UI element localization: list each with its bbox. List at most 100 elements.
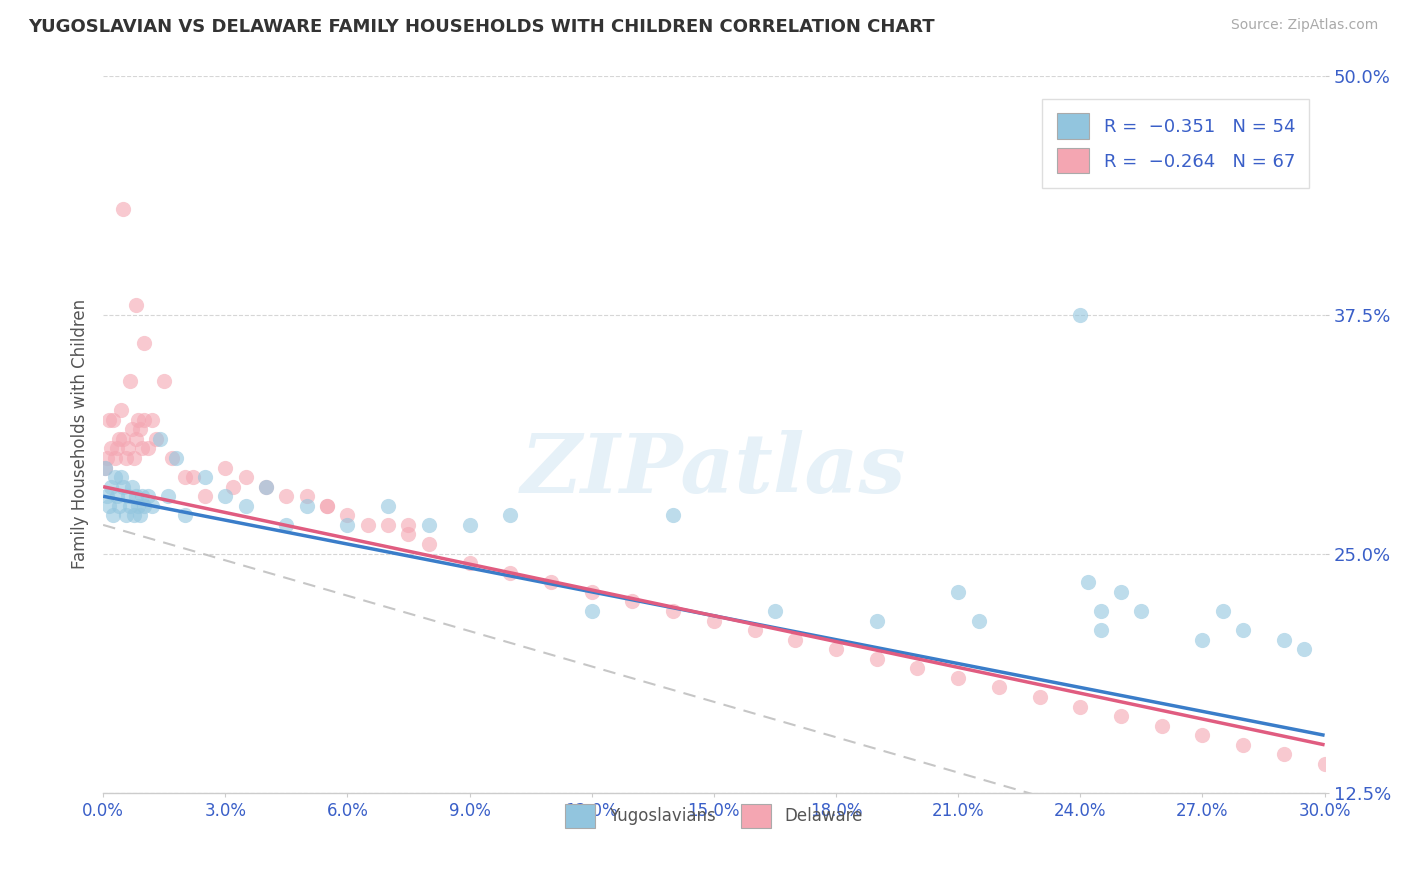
Point: [173, 470, 195, 484]
Point: [112, 480, 135, 494]
Point: [98, 499, 121, 513]
Point: [136, 489, 159, 503]
Point: [165, 450, 187, 465]
Point: [132, 336, 155, 351]
Point: [181, 470, 204, 484]
Point: [122, 450, 145, 465]
Point: [136, 442, 159, 456]
Point: [127, 499, 149, 513]
Point: [96, 489, 118, 503]
Point: [131, 489, 153, 503]
Point: [235, 499, 257, 513]
Point: [1294, 642, 1316, 657]
Point: [104, 470, 127, 484]
Point: [1077, 575, 1099, 590]
Point: [377, 517, 399, 532]
Point: [98, 413, 121, 427]
Point: [1069, 699, 1091, 714]
Point: [1272, 632, 1295, 647]
Y-axis label: Family Households with Children: Family Households with Children: [72, 299, 89, 569]
Point: [173, 508, 195, 523]
Point: [132, 413, 155, 427]
Point: [866, 614, 889, 628]
Point: [94, 460, 117, 475]
Point: [103, 413, 125, 427]
Point: [141, 499, 163, 513]
Point: [1212, 604, 1234, 618]
Point: [295, 489, 318, 503]
Point: [112, 432, 135, 446]
Point: [128, 508, 150, 523]
Point: [276, 489, 298, 503]
Point: [105, 489, 128, 503]
Point: [194, 470, 217, 484]
Point: [398, 517, 420, 532]
Point: [162, 450, 184, 465]
Point: [662, 604, 685, 618]
Point: [153, 375, 176, 389]
Point: [316, 499, 339, 513]
Point: [122, 508, 145, 523]
Point: [114, 450, 136, 465]
Text: ZIPatlas: ZIPatlas: [522, 430, 907, 510]
Point: [499, 508, 522, 523]
Point: [336, 517, 359, 532]
Point: [785, 632, 807, 647]
Point: [1130, 604, 1153, 618]
Point: [276, 517, 298, 532]
Point: [125, 489, 148, 503]
Point: [222, 480, 245, 494]
Point: [117, 489, 139, 503]
Point: [703, 614, 725, 628]
Point: [118, 375, 141, 389]
Point: [316, 499, 339, 513]
Point: [118, 499, 141, 513]
Point: [540, 575, 562, 590]
Point: [125, 432, 148, 446]
Point: [1109, 585, 1132, 599]
Point: [104, 450, 127, 465]
Point: [125, 298, 148, 312]
Point: [112, 202, 135, 217]
Point: [1150, 719, 1173, 733]
Point: [763, 604, 786, 618]
Point: [214, 460, 236, 475]
Point: [1191, 728, 1213, 742]
Point: [114, 508, 136, 523]
Point: [295, 499, 318, 513]
Point: [145, 432, 167, 446]
Point: [662, 508, 685, 523]
Point: [866, 652, 889, 666]
Point: [499, 566, 522, 580]
Point: [149, 432, 172, 446]
Point: [987, 681, 1010, 695]
Point: [117, 442, 139, 456]
Point: [121, 422, 143, 436]
Point: [1090, 623, 1112, 637]
Text: YUGOSLAVIAN VS DELAWARE FAMILY HOUSEHOLDS WITH CHILDREN CORRELATION CHART: YUGOSLAVIAN VS DELAWARE FAMILY HOUSEHOLD…: [28, 18, 935, 36]
Point: [110, 470, 132, 484]
Point: [1232, 623, 1254, 637]
Point: [581, 585, 603, 599]
Point: [214, 489, 236, 503]
Point: [377, 499, 399, 513]
Point: [1069, 308, 1091, 322]
Point: [108, 499, 131, 513]
Point: [458, 556, 481, 570]
Point: [1090, 604, 1112, 618]
Point: [254, 480, 277, 494]
Point: [744, 623, 766, 637]
Point: [132, 499, 155, 513]
Point: [94, 460, 117, 475]
Point: [825, 642, 848, 657]
Point: [254, 480, 277, 494]
Point: [108, 432, 131, 446]
Point: [100, 442, 122, 456]
Point: [121, 480, 143, 494]
Legend: Yugoslavians, Delaware: Yugoslavians, Delaware: [558, 797, 869, 835]
Point: [1272, 747, 1295, 762]
Text: Source: ZipAtlas.com: Source: ZipAtlas.com: [1230, 18, 1378, 32]
Point: [336, 508, 359, 523]
Point: [1191, 632, 1213, 647]
Point: [1028, 690, 1050, 704]
